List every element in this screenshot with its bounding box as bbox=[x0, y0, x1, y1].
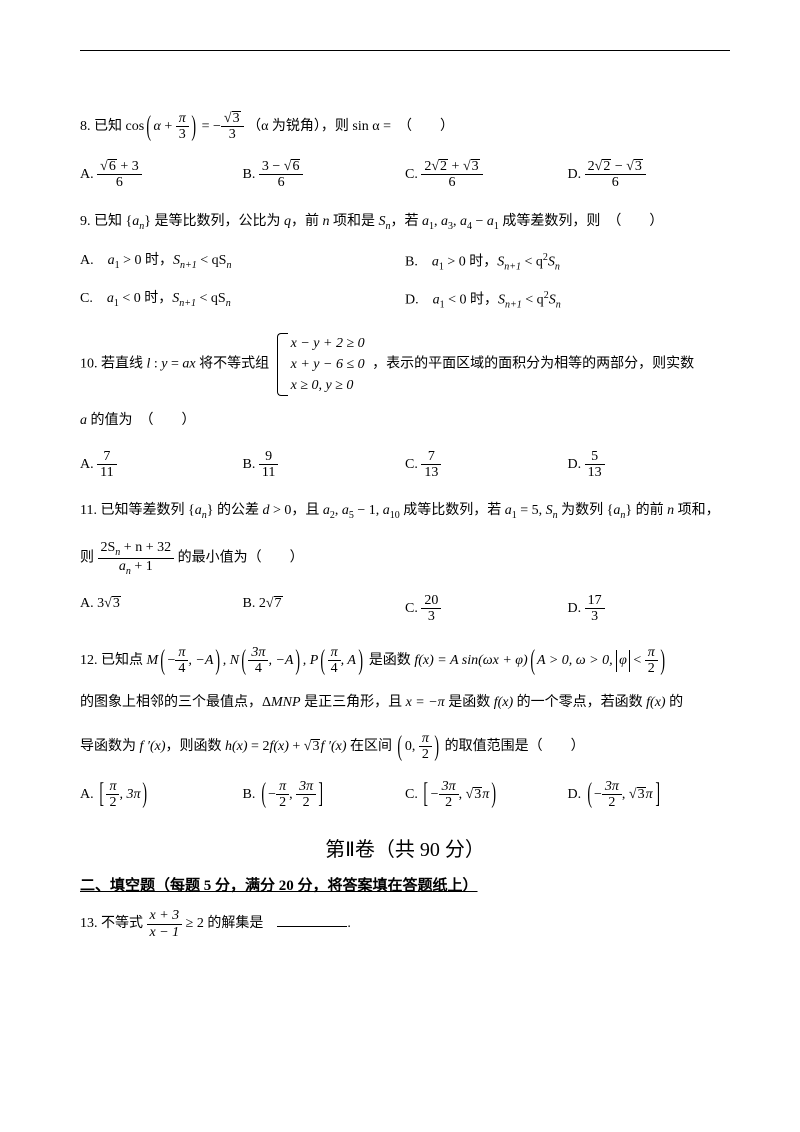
q10-system: x − y + 2 ≥ 0 x + y − 6 ≤ 0 x ≥ 0, y ≥ 0 bbox=[277, 333, 365, 396]
q12-opt-d: D. (−3π2, 3π] bbox=[568, 779, 731, 811]
q9-row-ab: A. a1 > 0 时，Sn+1 < qSn B. a1 > 0 时，Sn+1 … bbox=[80, 250, 730, 275]
q12-number: 12. bbox=[80, 653, 98, 668]
q10-number: 10. bbox=[80, 357, 98, 372]
q10-opt-b: B. 911 bbox=[243, 449, 406, 481]
q12-opt-c: C. [−3π2, 3π) bbox=[405, 779, 568, 811]
q9-number: 9. bbox=[80, 214, 91, 229]
q11-opt-c: C. 203 bbox=[405, 593, 568, 625]
question-11: 11. 已知等差数列 {an} 的公差 d > 0，且 a2, a5 − 1, … bbox=[80, 500, 730, 524]
q8-options: A. 6 + 36 B. 3 − 66 C. 22 + 36 D. 22 − 3… bbox=[80, 159, 730, 191]
q12-options: A. [π2, 3π) B. (−π2, 3π2] C. [−3π2, 3π) … bbox=[80, 779, 730, 811]
q9-opt-d: D. a1 < 0 时，Sn+1 < q2Sn bbox=[405, 288, 730, 313]
q10-opt-d: D. 513 bbox=[568, 449, 731, 481]
q13-number: 13. bbox=[80, 916, 98, 931]
q9-opt-b: B. a1 > 0 时，Sn+1 < q2Sn bbox=[405, 250, 730, 275]
exam-page: 8. 已知 cos(α + π3) = −33 （α 为锐角），则 sin α … bbox=[0, 0, 800, 1132]
question-8: 8. 已知 cos(α + π3) = −33 （α 为锐角），则 sin α … bbox=[80, 111, 730, 143]
q9-row-cd: C. a1 < 0 时，Sn+1 < qSn D. a1 < 0 时，Sn+1 … bbox=[80, 288, 730, 313]
question-10: 10. 若直线 l : y = ax 将不等式组 x − y + 2 ≥ 0 x… bbox=[80, 329, 730, 432]
q8-note: （α 为锐角），则 sin α = （ ） bbox=[247, 119, 454, 134]
q12-opt-a: A. [π2, 3π) bbox=[80, 779, 243, 811]
top-rule bbox=[80, 50, 730, 51]
q8-text: 已知 cos bbox=[94, 119, 144, 134]
q10-opt-c: C. 713 bbox=[405, 449, 568, 481]
q8-opt-d: D. 22 − 36 bbox=[568, 159, 731, 191]
q9-opt-a: A. a1 > 0 时，Sn+1 < qSn bbox=[80, 250, 405, 275]
q8-number: 8. bbox=[80, 119, 91, 134]
question-12: 12. 已知点 M(−π4, −A), N(3π4, −A), P(π4, A)… bbox=[80, 645, 730, 677]
question-13: 13. 不等式 x + 3x − 1 ≥ 2 的解集是 . bbox=[80, 908, 730, 940]
q8-opt-a: A. 6 + 36 bbox=[80, 159, 243, 191]
q12-line3: 导函数为 f ′(x)，则函数 h(x) = 2f(x) + 3f ′(x) 在… bbox=[80, 731, 730, 763]
q9-opt-c: C. a1 < 0 时，Sn+1 < qSn bbox=[80, 288, 405, 313]
q8-opt-c: C. 22 + 36 bbox=[405, 159, 568, 191]
q12-line2: 的图象上相邻的三个最值点，ΔMNP 是正三角形，且 x = −π 是函数 f(x… bbox=[80, 692, 730, 714]
q8-alpha: α bbox=[154, 119, 161, 134]
q11-line2: 则 2Sn + n + 32an + 1 的最小值为（ ） bbox=[80, 540, 730, 577]
answer-blank bbox=[277, 912, 347, 927]
q11-options: A. 33 B. 27 C. 203 D. 173 bbox=[80, 593, 730, 625]
question-9: 9. 已知 {an} 是等比数列，公比为 q，前 n 项和是 Sn，若 a1, … bbox=[80, 211, 730, 235]
q11-opt-a: A. 33 bbox=[80, 593, 243, 625]
section-2-subtitle: 二、填空题（每题 5 分，满分 20 分，将答案填在答题纸上） bbox=[80, 874, 730, 898]
q11-opt-b: B. 27 bbox=[243, 593, 406, 625]
q11-number: 11. bbox=[80, 503, 97, 518]
q10-options: A. 711 B. 911 C. 713 D. 513 bbox=[80, 449, 730, 481]
section-2-title: 第Ⅱ卷（共 90 分） bbox=[80, 834, 730, 866]
q12-opt-b: B. (−π2, 3π2] bbox=[243, 779, 406, 811]
q11-opt-d: D. 173 bbox=[568, 593, 731, 625]
q10-opt-a: A. 711 bbox=[80, 449, 243, 481]
q8-opt-b: B. 3 − 66 bbox=[243, 159, 406, 191]
